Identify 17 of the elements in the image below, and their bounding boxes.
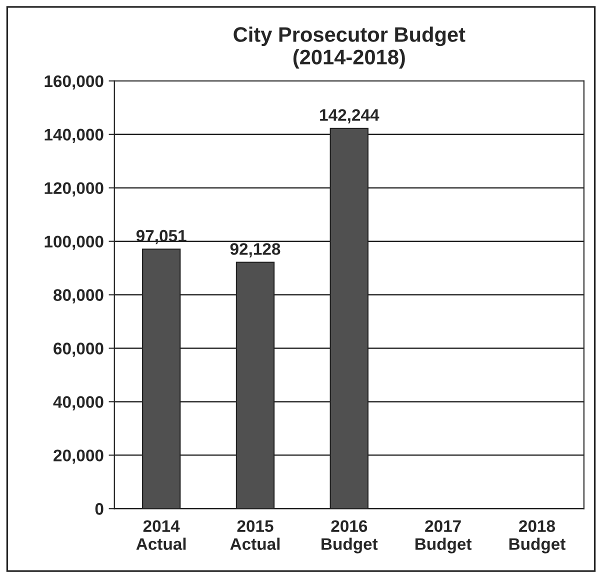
chart-title: City Prosecutor Budget (2014-2018) bbox=[234, 26, 466, 69]
x-tick-label: 2015 Actual bbox=[230, 520, 280, 550]
data-label: 92,128 bbox=[230, 243, 280, 258]
y-tick-label: 60,000 bbox=[54, 342, 104, 357]
x-tick-label: 2018 Budget bbox=[509, 520, 566, 554]
y-tick-label: 160,000 bbox=[44, 75, 104, 90]
y-tick-label: 80,000 bbox=[54, 289, 104, 304]
x-tick-label: 2014 Actual bbox=[136, 520, 186, 550]
x-tick-label: 2016 Budget bbox=[322, 520, 378, 554]
data-label: 142,244 bbox=[320, 109, 380, 124]
y-tick-label: 140,000 bbox=[44, 128, 104, 144]
y-tick-label: 100,000 bbox=[44, 236, 104, 250]
y-tick-label: 40,000 bbox=[53, 396, 104, 410]
y-tick-label: 0 bbox=[95, 503, 104, 515]
y-tick-label: 20,000 bbox=[54, 450, 104, 464]
x-tick-label: 2017 Budget bbox=[415, 520, 472, 554]
y-tick-label: 120,000 bbox=[44, 182, 104, 196]
